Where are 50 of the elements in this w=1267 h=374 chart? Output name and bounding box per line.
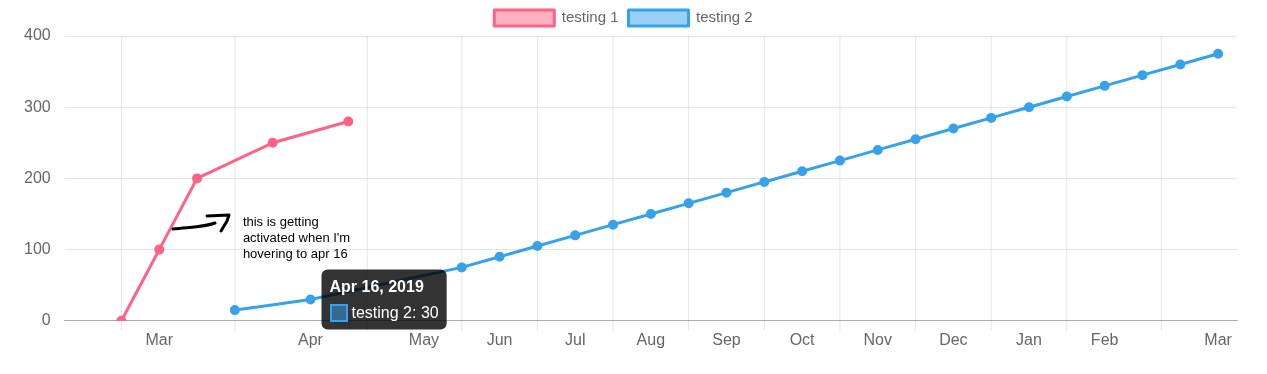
point	[645, 209, 656, 219]
annotation: testing 2: 30	[351, 303, 439, 321]
point	[570, 230, 581, 241]
point	[608, 219, 619, 230]
point	[948, 123, 959, 134]
point	[192, 173, 203, 184]
point	[229, 305, 240, 316]
point	[494, 251, 505, 262]
y-tick-label: 200	[23, 168, 51, 186]
point	[1213, 48, 1224, 59]
point	[1061, 91, 1072, 102]
point	[986, 112, 997, 123]
x-tick-label: Aug	[636, 330, 666, 348]
x-tick-label: Jun	[486, 330, 513, 348]
point	[910, 134, 921, 145]
x-tick-label: Dec	[939, 330, 968, 348]
point	[267, 137, 278, 148]
point	[759, 176, 770, 187]
point	[797, 166, 808, 177]
x-tick-label: Nov	[863, 330, 892, 348]
annotation: this is getting activated when I'm hovering to apr 16	[242, 213, 351, 261]
y-tick-label: 400	[23, 26, 51, 44]
x-tick-label: Mar	[145, 330, 174, 348]
point	[154, 244, 165, 255]
point	[721, 187, 732, 198]
point	[1137, 70, 1148, 81]
y-tick-label: 300	[23, 97, 51, 115]
y-tick-label: 0	[41, 311, 51, 329]
x-tick-label: Oct	[789, 330, 816, 348]
x-tick-label: May	[408, 330, 440, 348]
point	[305, 294, 316, 305]
point	[1175, 59, 1186, 70]
point	[1024, 102, 1035, 113]
x-tick-label: Sep	[712, 330, 741, 348]
x-tick-label: Feb	[1090, 330, 1119, 348]
x-tick-label: Jul	[564, 330, 586, 348]
annotation: Apr 16, 2019	[329, 277, 424, 295]
legend-label: testing 2	[696, 8, 753, 26]
point	[834, 155, 845, 166]
point	[456, 262, 467, 273]
point	[343, 116, 354, 127]
point	[683, 198, 694, 209]
x-tick-label: Apr	[298, 330, 324, 348]
x-tick-label: Jan	[1016, 330, 1042, 348]
x-tick-label: Mar	[1204, 330, 1233, 348]
y-tick-label: 100	[23, 240, 51, 258]
point	[872, 144, 883, 155]
point	[532, 241, 543, 252]
point	[1099, 80, 1110, 91]
legend-label: testing 1	[561, 8, 619, 26]
